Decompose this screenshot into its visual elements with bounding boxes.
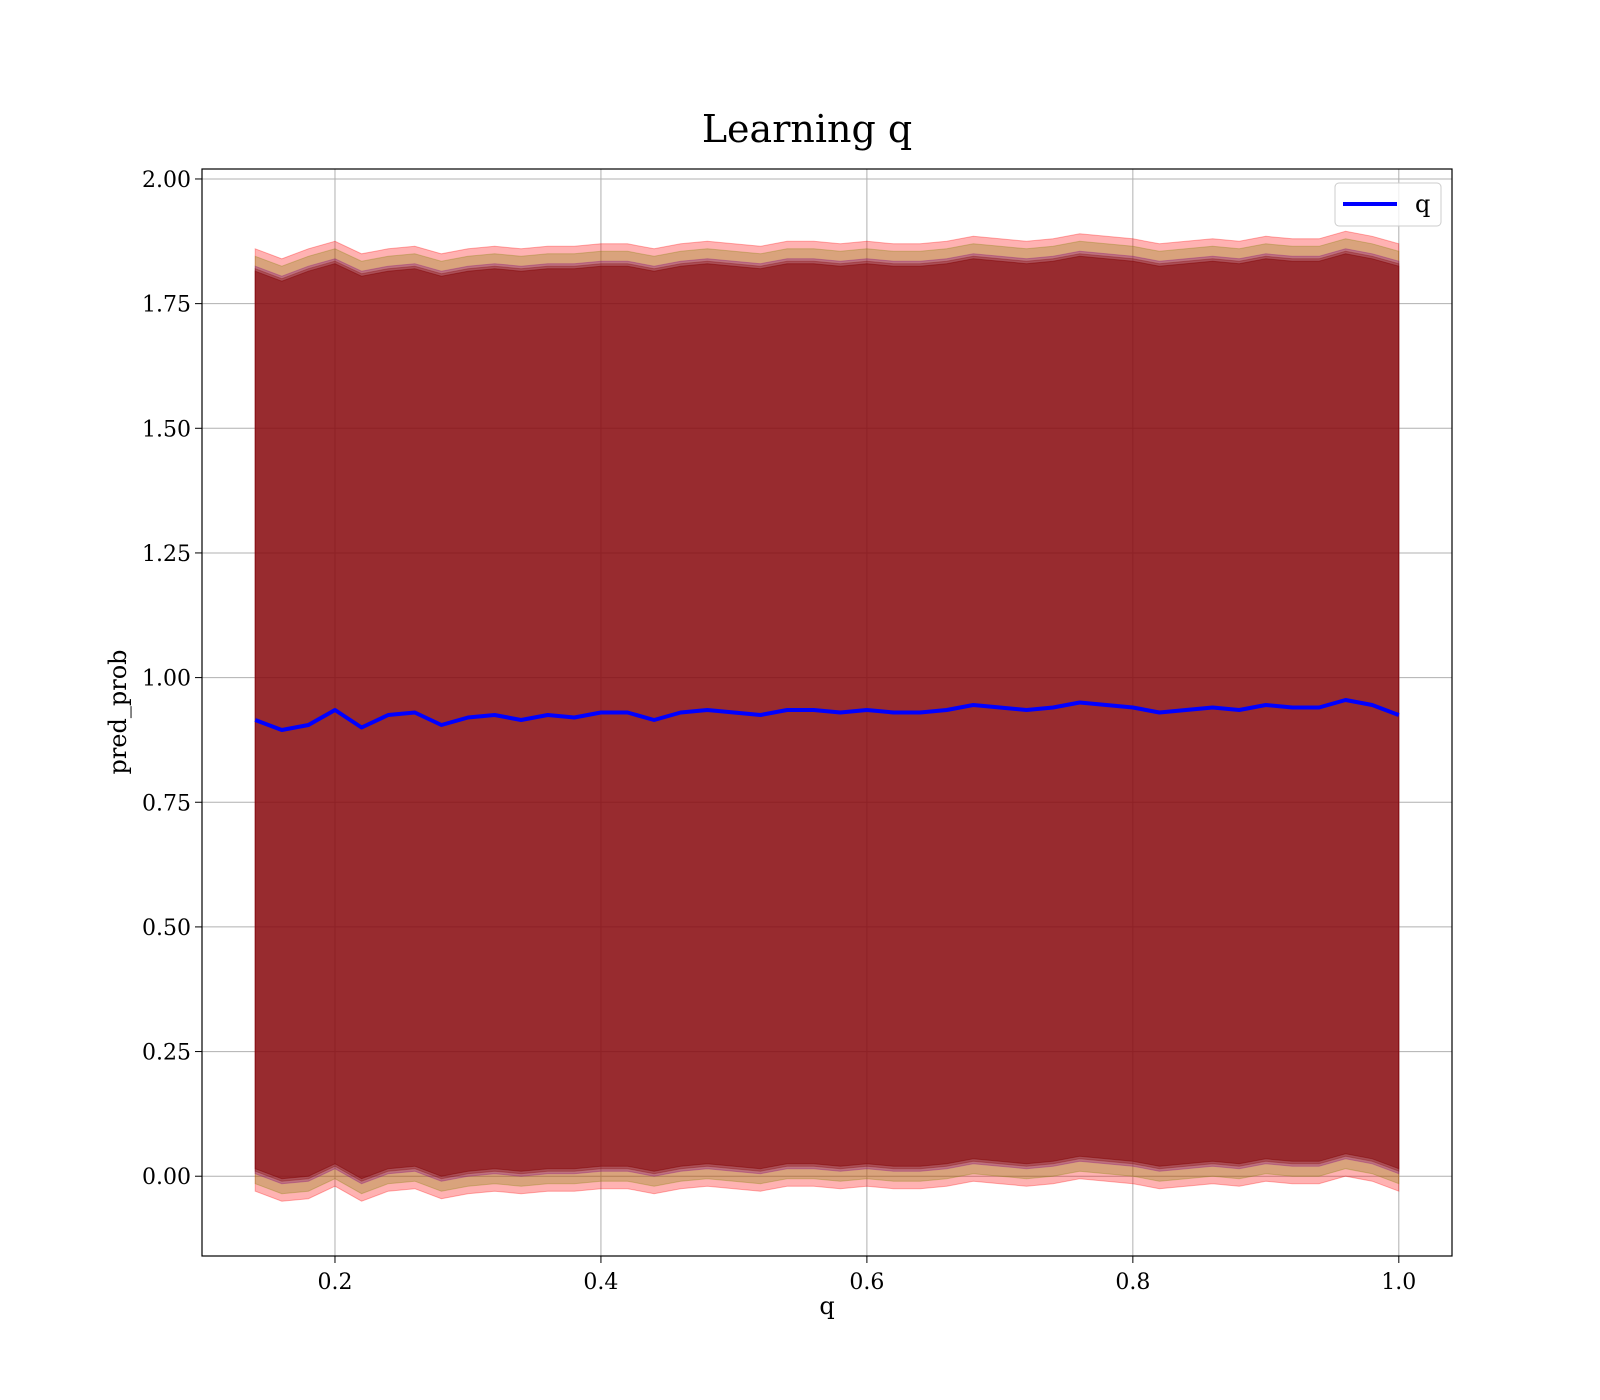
x-tick-label: 0.6 [849,1270,884,1295]
legend: q [1334,182,1442,227]
y-tick-label: 0.75 [142,791,191,816]
band-4 [254,253,1400,1180]
x-tick-label: 0.8 [1115,1270,1150,1295]
y-tick-label: 0.50 [142,916,191,941]
series-lines [254,698,1400,732]
x-axis: 0.2 0.4 0.6 0.8 1.0 [317,1256,1416,1295]
grid [202,169,1452,1256]
series-line-q [254,698,1400,732]
x-tick-label: 0.4 [583,1270,618,1295]
y-axis-label: pred_prob [104,649,132,774]
y-tick-label: 1.75 [142,293,191,318]
legend-label-q: q [1415,190,1430,218]
x-axis-label: q [819,1292,834,1320]
y-tick-label: 1.00 [142,667,191,692]
plot-frame [201,168,1453,1257]
y-tick-label: 1.50 [142,417,191,442]
y-tick-label: 0.00 [142,1165,191,1190]
band-3 [254,250,1400,1182]
confidence-bands [254,230,1400,1202]
band-2 [254,248,1400,1185]
x-tick-label: 0.2 [317,1270,352,1295]
x-tick-label: 1.0 [1381,1270,1416,1295]
chart-title: Learning q [702,107,912,151]
band-1 [254,238,1400,1195]
band-0 [254,230,1400,1202]
y-tick-label: 0.25 [142,1041,191,1066]
y-tick-label: 2.00 [142,168,191,193]
y-axis: 0.00 0.25 0.50 0.75 1.00 1.25 1.50 1.75 2.00 [142,168,202,1190]
y-tick-label: 1.25 [142,542,191,567]
